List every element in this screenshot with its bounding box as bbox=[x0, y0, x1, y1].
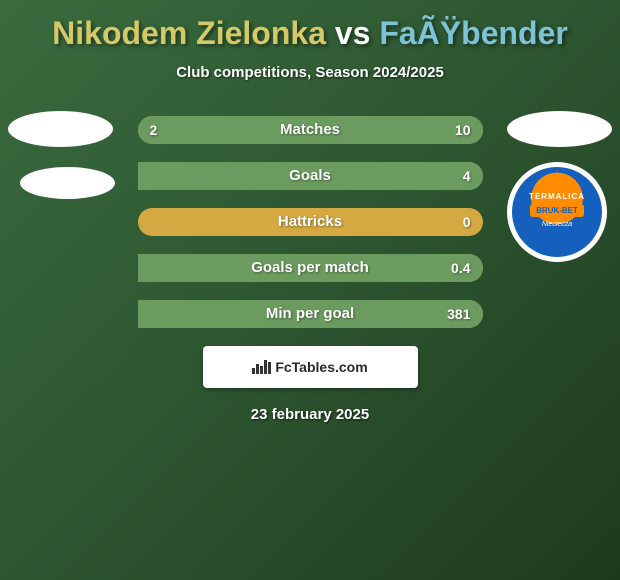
stat-row: 381Min per goal bbox=[138, 300, 483, 328]
player2-avatar bbox=[507, 111, 612, 147]
player2-avatar-group: TERMALICA BRUK-BET Nieciecza bbox=[507, 111, 612, 262]
chart-icon bbox=[252, 360, 271, 374]
stat-row: 4Goals bbox=[138, 162, 483, 190]
player1-club-placeholder bbox=[20, 167, 115, 199]
club-text-1: TERMALICA bbox=[529, 192, 585, 201]
player2-name: FaÃŸbender bbox=[379, 15, 567, 51]
stat-label: Min per goal bbox=[138, 300, 483, 328]
stats-area: TERMALICA BRUK-BET Nieciecza 210Matches 4… bbox=[0, 116, 620, 328]
player1-avatar bbox=[8, 111, 113, 147]
player1-avatar-group bbox=[8, 111, 115, 199]
date-text: 23 february 2025 bbox=[0, 406, 620, 423]
source-logo: FcTables.com bbox=[252, 359, 367, 375]
stat-label: Goals per match bbox=[138, 254, 483, 282]
source-text: FcTables.com bbox=[275, 359, 367, 375]
stat-row: 0.4Goals per match bbox=[138, 254, 483, 282]
comparison-bars: 210Matches 4Goals 0Hattricks 0.4Goals per m… bbox=[138, 116, 483, 328]
player1-name: Nikodem Zielonka bbox=[52, 15, 326, 51]
club-text-2: BRUK-BET bbox=[530, 204, 584, 217]
subtitle: Club competitions, Season 2024/2025 bbox=[0, 64, 620, 81]
player2-club-logo: TERMALICA BRUK-BET Nieciecza bbox=[507, 162, 607, 262]
club-text-3: Nieciecza bbox=[542, 221, 572, 228]
stat-label: Hattricks bbox=[138, 208, 483, 236]
source-badge: FcTables.com bbox=[203, 346, 418, 388]
vs-text: vs bbox=[335, 15, 379, 51]
club-logo-inner: TERMALICA BRUK-BET Nieciecza bbox=[512, 167, 602, 257]
stat-row: 210Matches bbox=[138, 116, 483, 144]
stat-row: 0Hattricks bbox=[138, 208, 483, 236]
comparison-title: Nikodem Zielonka vs FaÃŸbender bbox=[0, 15, 620, 52]
stat-label: Goals bbox=[138, 162, 483, 190]
stat-label: Matches bbox=[138, 116, 483, 144]
